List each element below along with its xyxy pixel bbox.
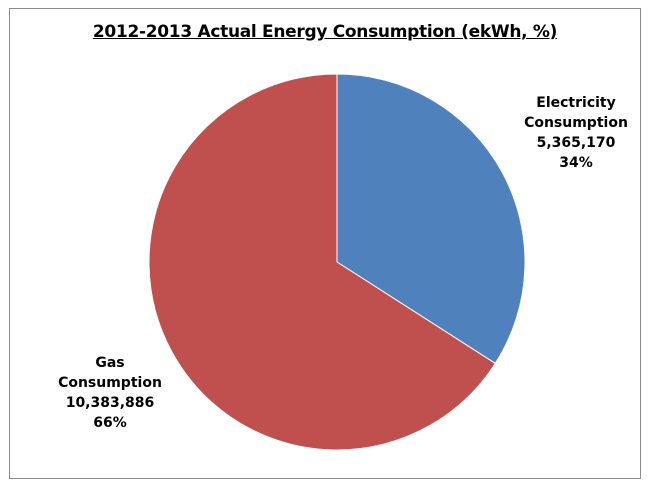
electricity-slice — [336, 73, 526, 365]
electricity-percent-label: 34% — [559, 155, 593, 171]
electricity-value-label: 5,365,170 — [536, 135, 616, 151]
electricity-name-line1: Electricity — [536, 95, 616, 111]
gas-name-line1: Gas — [95, 355, 125, 371]
chart-title: 2012-2013 Actual Energy Consumption (ekW… — [92, 22, 558, 42]
gas-slice — [148, 73, 497, 451]
gas-value-label: 10,383,886 — [65, 395, 155, 411]
gas-slice-label: Gas Consumption 10,383,886 66% — [40, 353, 180, 433]
gas-name-line2: Consumption — [58, 375, 162, 391]
electricity-slice-label: Electricity Consumption 5,365,170 34% — [506, 93, 646, 173]
electricity-name-line2: Consumption — [524, 115, 628, 131]
gas-percent-label: 66% — [93, 415, 127, 431]
